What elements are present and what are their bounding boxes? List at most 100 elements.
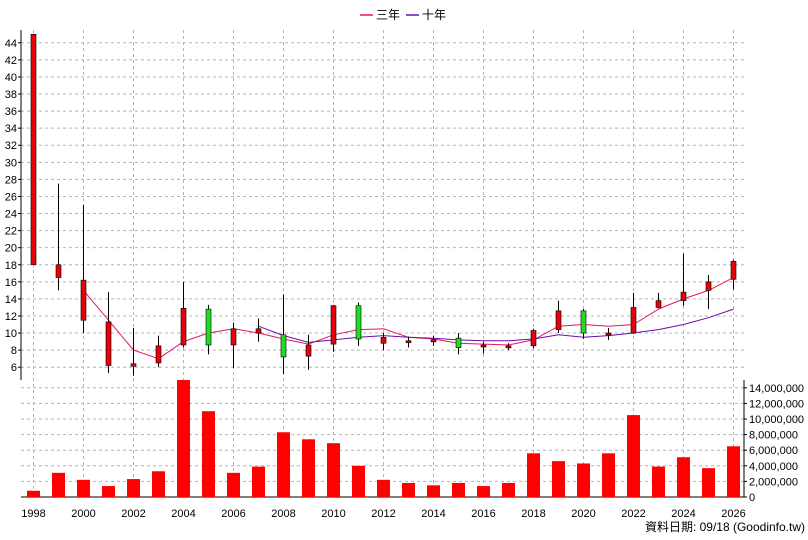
x-tick-label: 2016 <box>471 508 495 520</box>
x-tick-label: 2000 <box>71 508 95 520</box>
footer-source: 資料日期: 09/18 (Goodinfo.tw) <box>645 520 805 534</box>
volume-bar <box>227 472 240 497</box>
candle-body <box>380 337 387 344</box>
price-y-tick-labels: 6 8 10 12 14 16 18 20 22 24 26 28 30 32 34 36 38 40 42 44 <box>5 38 21 374</box>
price-y-tick-label: 42 <box>5 55 17 67</box>
price-gridlines <box>21 42 744 368</box>
volume-bar <box>327 443 340 497</box>
candlesticks <box>30 33 737 376</box>
volume-y-tick-label: 12,000,000 <box>749 398 804 410</box>
candle-body <box>330 305 337 345</box>
volume-bar <box>302 439 315 497</box>
volume-bar <box>527 453 540 497</box>
price-y-tick-label: 16 <box>5 277 17 289</box>
price-y-tick-label: 40 <box>5 72 17 84</box>
volume-bar <box>27 490 40 497</box>
x-tick-label: 2018 <box>521 508 545 520</box>
price-y-tick-label: 8 <box>11 345 17 357</box>
volume-bar <box>202 411 215 497</box>
candle-body <box>205 308 212 346</box>
price-y-tick-label: 22 <box>5 226 17 238</box>
volume-bar <box>102 486 115 497</box>
candle-body <box>505 345 512 349</box>
price-y-tick-label: 18 <box>5 260 17 272</box>
volume-y-tick-label: 10,000,000 <box>749 414 804 426</box>
price-y-tick-label: 12 <box>5 311 17 323</box>
volume-y-tick-label: 8,000,000 <box>749 430 798 442</box>
candle-body <box>680 291 687 301</box>
volume-bar <box>177 380 190 497</box>
candle-body <box>55 264 62 278</box>
candle-body <box>80 279 87 321</box>
x-tick-label: 2008 <box>271 508 295 520</box>
volume-bar <box>52 472 65 497</box>
candle-body <box>530 330 537 347</box>
price-y-tick-label: 32 <box>5 140 17 152</box>
candle-body <box>480 344 487 348</box>
legend-label-ten-year: 十年 <box>422 8 446 22</box>
candle-body <box>605 332 612 336</box>
x-tick-label: 1998 <box>21 508 45 520</box>
candle-body <box>405 340 412 344</box>
price-y-tick-label: 20 <box>5 243 17 255</box>
price-y-tick-label: 14 <box>5 294 17 306</box>
volume-bar <box>502 482 515 497</box>
volume-y-tick-label: 14,000,000 <box>749 383 804 395</box>
price-y-tick-label: 36 <box>5 106 17 118</box>
volume-bar <box>252 466 265 497</box>
candle-body <box>155 345 162 364</box>
volume-bar <box>577 463 590 497</box>
candle-body <box>280 334 287 358</box>
price-y-tick-label: 38 <box>5 89 17 101</box>
price-y-tick-label: 34 <box>5 123 17 135</box>
volume-bar <box>377 479 390 497</box>
volume-bar <box>152 471 165 497</box>
candle-body <box>255 328 262 334</box>
candle-body <box>105 321 112 366</box>
volume-bar <box>452 482 465 497</box>
price-y-tick-label: 26 <box>5 191 17 203</box>
volume-bars <box>27 380 740 497</box>
volume-bar <box>627 415 640 497</box>
volume-bar <box>652 466 665 497</box>
volume-y-tick-labels: 0 2,000,000 4,000,000 6,000,000 8,000,000 10,… <box>744 383 804 504</box>
volume-bar <box>77 479 90 497</box>
volume-bar <box>127 479 140 497</box>
legend-label-three-year: 三年 <box>376 8 400 22</box>
volume-y-tick-label: 0 <box>749 492 755 504</box>
candle-body <box>730 261 737 280</box>
x-tick-label: 2002 <box>121 508 145 520</box>
volume-bar <box>402 482 415 497</box>
volume-bar <box>477 486 490 497</box>
legend: 三年 十年 <box>360 8 446 22</box>
candle-body <box>555 310 562 330</box>
price-y-tick-label: 24 <box>5 209 17 221</box>
candle-body <box>430 339 437 343</box>
price-y-tick-label: 44 <box>5 38 17 50</box>
price-y-tick-label: 30 <box>5 157 17 169</box>
candle-body <box>455 337 462 348</box>
ma-line-ten-year <box>258 308 734 343</box>
candle-body <box>305 344 312 357</box>
candle-body <box>705 281 712 291</box>
x-tick-label: 2010 <box>321 508 345 520</box>
x-tick-label: 2006 <box>221 508 245 520</box>
candle-body <box>30 33 37 266</box>
volume-bar <box>702 468 715 497</box>
candle-body <box>580 310 587 334</box>
x-tick-label: 2024 <box>671 508 695 520</box>
x-tick-label: 2022 <box>621 508 645 520</box>
candle-body <box>230 328 237 346</box>
volume-y-tick-label: 2,000,000 <box>749 476 798 488</box>
x-tick-label: 2012 <box>371 508 395 520</box>
x-tick-labels: 1998 2000 2002 2004 2006 2008 2010 2012 2014 2016… <box>21 508 745 520</box>
candle-body <box>630 307 637 334</box>
x-tick-label: 2020 <box>571 508 595 520</box>
volume-bar <box>727 446 740 497</box>
volume-bar <box>427 485 440 497</box>
volume-bar <box>677 457 690 497</box>
candle-body <box>180 307 187 346</box>
volume-y-tick-label: 4,000,000 <box>749 461 798 473</box>
